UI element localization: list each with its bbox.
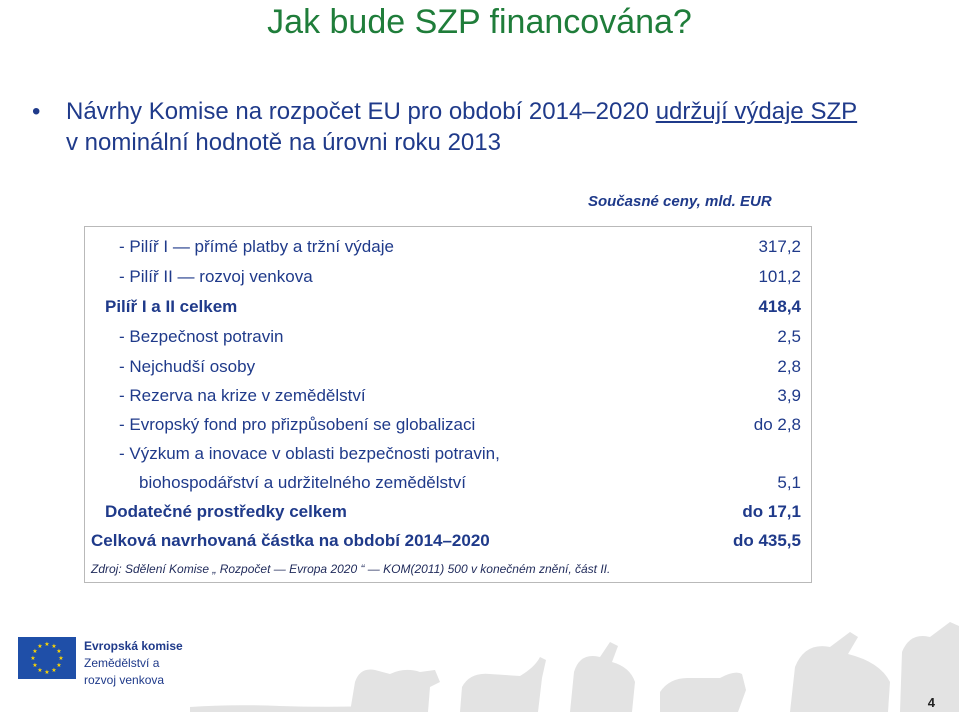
svg-text:★: ★ [37,643,42,650]
svg-text:★: ★ [30,655,35,662]
row-label: - Nejchudší osoby [119,357,256,376]
row-value: do 435,5 [732,531,801,550]
bullet-text: Návrhy Komise na rozpočet EU pro období … [66,96,926,158]
logo-line3: rozvoj venkova [84,673,165,687]
bullet-text-underlined: udržují výdaje SZP [655,98,858,125]
row-value: do 17,1 [742,502,801,521]
budget-table: - Pilíř I — přímé platby a tržní výdaje … [84,226,812,583]
logo-line1: Evropská komise [84,639,183,653]
row-label: Celková navrhovaná částka na období 2014… [91,531,490,550]
row-value: 2,5 [777,327,801,346]
svg-text:★: ★ [32,662,37,669]
units-label: Současné ceny, mld. EUR [588,193,772,210]
svg-text:★: ★ [58,655,63,662]
bullet-text-line2: v nominální hodnotě na úrovni roku 2013 [66,129,501,156]
svg-text:★: ★ [44,669,49,676]
eu-flag-logo: ★ ★ ★ ★ ★ ★ ★ ★ ★ ★ ★ ★ [18,637,76,679]
eu-stars-icon: ★ ★ ★ ★ ★ ★ ★ ★ ★ ★ ★ ★ [18,637,76,679]
source-note: Zdroj: Sdělení Komise „ Rozpočet — Evrop… [91,562,611,576]
row-label: Dodatečné prostředky celkem [105,502,347,521]
row-label: - Pilíř II — rozvoj venkova [119,267,313,286]
svg-text:★: ★ [51,667,56,674]
logo-text: Evropská komise Zemědělství a rozvoj ven… [84,638,183,689]
row-value: 2,8 [777,357,801,376]
svg-text:★: ★ [56,662,61,669]
row-label: - Pilíř I — přímé platby a tržní výdaje [119,237,394,256]
svg-text:★: ★ [32,648,37,655]
row-label: - Rezerva na krize v zemědělství [119,386,366,405]
row-label: biohospodářství a udržitelného zemědělst… [139,473,466,492]
row-label: Pilíř I a II celkem [105,297,238,316]
row-label: - Evropský fond pro přizpůsobení se glob… [119,415,476,434]
row-label: - Bezpečnost potravin [119,327,284,346]
page-number: 4 [927,695,935,710]
slide-title: Jak bude SZP financována? [267,3,692,41]
svg-text:★: ★ [37,667,42,674]
logo-line2: Zemědělství a [84,656,160,670]
row-label: - Výzkum a inovace v oblasti bezpečnosti… [119,444,500,463]
row-value: 418,4 [758,297,801,316]
row-value: do 2,8 [753,415,801,434]
row-value: 101,2 [758,267,801,286]
svg-text:★: ★ [44,641,49,648]
row-value: 5,1 [777,473,801,492]
svg-text:★: ★ [56,648,61,655]
svg-text:★: ★ [51,643,56,650]
bullet-text-part1: Návrhy Komise na rozpočet EU pro období … [66,98,656,125]
farm-silhouettes-decoration [190,622,959,712]
row-value: 3,9 [777,386,801,405]
bullet-icon: • [32,98,41,125]
row-value: 317,2 [758,237,801,256]
